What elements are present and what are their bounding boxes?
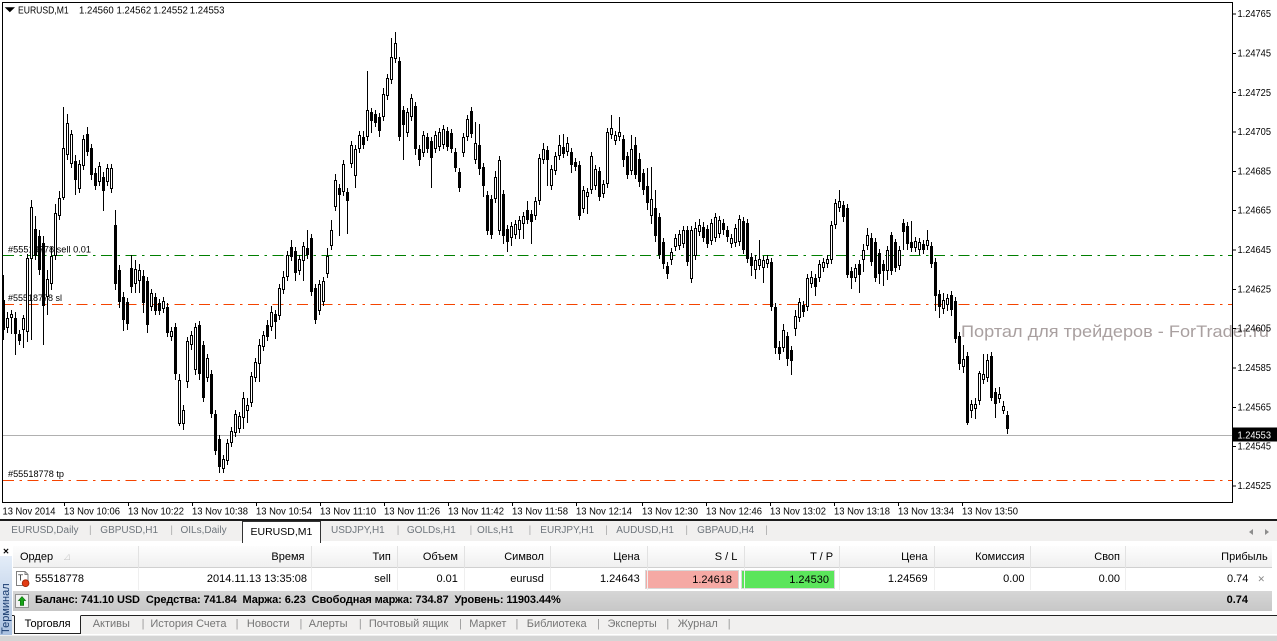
svg-text:13 Nov 11:42: 13 Nov 11:42	[448, 506, 504, 518]
svg-text:#55518778 sell 0.01: #55518778 sell 0.01	[8, 245, 91, 256]
svg-text:13 Nov 2014: 13 Nov 2014	[3, 506, 56, 518]
svg-text:13 Nov 11:58: 13 Nov 11:58	[512, 506, 568, 518]
svg-text:1.24553: 1.24553	[1238, 430, 1272, 442]
svg-text:1.24745: 1.24745	[1238, 47, 1272, 59]
svg-text:1.24545: 1.24545	[1238, 441, 1272, 453]
svg-text:13 Nov 13:50: 13 Nov 13:50	[962, 506, 1018, 518]
svg-text:1.24685: 1.24685	[1238, 165, 1272, 177]
svg-text:13 Nov 10:22: 13 Nov 10:22	[128, 506, 184, 518]
svg-text:13 Nov 13:02: 13 Nov 13:02	[770, 506, 826, 518]
svg-text:13 Nov 13:34: 13 Nov 13:34	[898, 506, 954, 518]
svg-text:Портал для трейдеров - ForTrad: Портал для трейдеров - ForTrader.ru	[961, 323, 1269, 341]
svg-text:13 Nov 10:06: 13 Nov 10:06	[64, 506, 120, 518]
svg-text:13 Nov 12:14: 13 Nov 12:14	[576, 506, 632, 518]
svg-text:1.24765: 1.24765	[1238, 8, 1272, 20]
svg-text:1.24665: 1.24665	[1238, 205, 1272, 217]
svg-text:#55518778 tp: #55518778 tp	[8, 469, 64, 480]
svg-text:T: T	[18, 572, 23, 582]
svg-text:13 Nov 13:18: 13 Nov 13:18	[834, 506, 890, 518]
svg-text:13 Nov 11:26: 13 Nov 11:26	[384, 506, 440, 518]
svg-text:1.24565: 1.24565	[1238, 401, 1272, 413]
svg-text:#55518778 sl: #55518778 sl	[8, 293, 62, 304]
svg-text:13 Nov 10:54: 13 Nov 10:54	[256, 506, 312, 518]
svg-text:13 Nov 12:46: 13 Nov 12:46	[706, 506, 762, 518]
svg-text:1.24585: 1.24585	[1238, 362, 1272, 374]
svg-text:13 Nov 12:30: 13 Nov 12:30	[642, 506, 698, 518]
svg-text:1.24525: 1.24525	[1238, 480, 1272, 492]
svg-text:13 Nov 11:10: 13 Nov 11:10	[320, 506, 376, 518]
svg-text:1.24625: 1.24625	[1238, 283, 1272, 295]
svg-text:1.24605: 1.24605	[1238, 323, 1272, 335]
svg-text:13 Nov 10:38: 13 Nov 10:38	[192, 506, 248, 518]
svg-text:1.24645: 1.24645	[1238, 244, 1272, 256]
svg-text:1.24725: 1.24725	[1238, 87, 1272, 99]
svg-text:1.24705: 1.24705	[1238, 126, 1272, 138]
